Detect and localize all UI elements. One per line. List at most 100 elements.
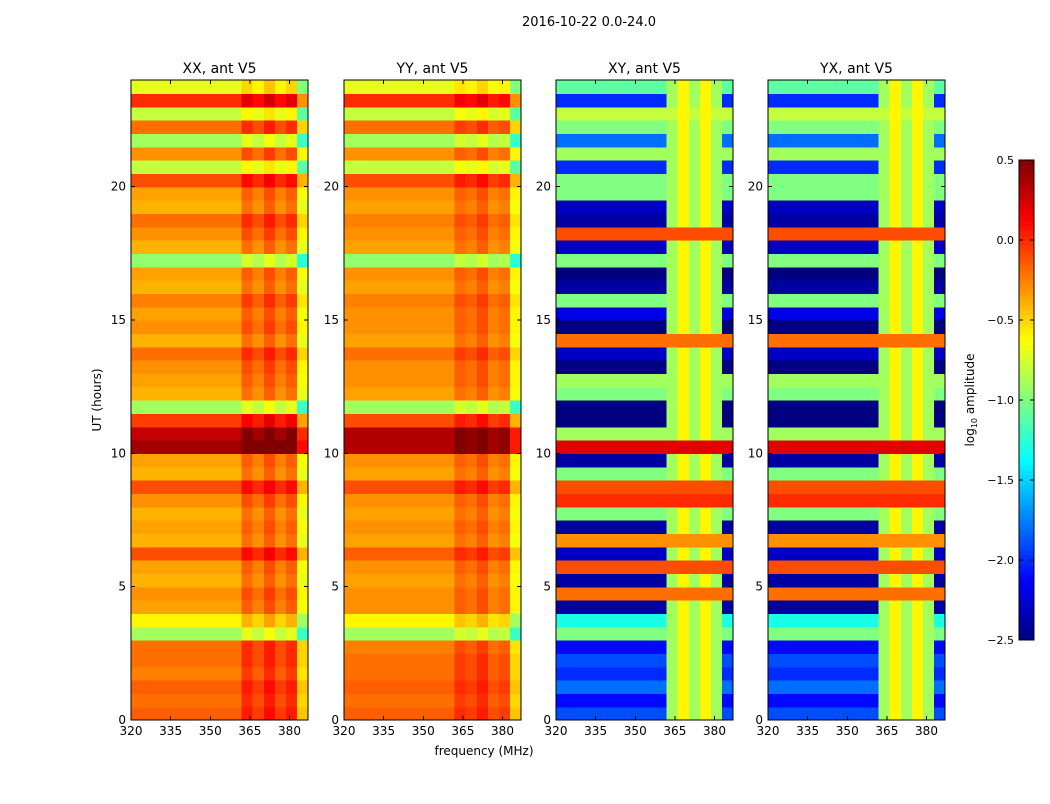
heatmap-cell	[432, 346, 445, 361]
heatmap-cell	[779, 240, 791, 254]
heatmap-cell	[465, 106, 478, 121]
heatmap-cell	[355, 653, 367, 668]
heatmap-cell	[867, 520, 880, 534]
heatmap-cell	[889, 440, 902, 454]
heatmap-cell	[655, 693, 668, 708]
heatmap-cell	[208, 600, 221, 614]
heatmap-cell	[443, 80, 456, 94]
heatmap-cell	[644, 106, 657, 121]
heatmap-cell	[710, 280, 723, 294]
heatmap-cell	[186, 146, 198, 161]
heatmap-cell	[644, 333, 657, 348]
heatmap-cell	[933, 426, 946, 441]
heatmap-cell	[355, 160, 367, 174]
heatmap-cell	[197, 93, 210, 108]
heatmap-cell	[666, 106, 679, 121]
heatmap-cell	[556, 480, 568, 494]
heatmap-cell	[274, 600, 287, 614]
heatmap-cell	[410, 253, 423, 268]
heatmap-cell	[834, 346, 847, 361]
heatmap-cell	[721, 440, 734, 454]
heatmap-cell	[142, 373, 154, 388]
heatmap-cell	[263, 133, 276, 148]
heatmap-cell	[399, 573, 411, 588]
heatmap-cell	[834, 120, 847, 134]
heatmap-cell	[208, 320, 221, 334]
heatmap-cell	[142, 466, 154, 481]
heatmap-cell	[454, 373, 467, 388]
heatmap-cell	[344, 400, 356, 414]
heatmap-cell	[856, 213, 869, 228]
heatmap-cell	[230, 80, 243, 94]
heatmap-cell	[366, 200, 378, 214]
heatmap-cell	[911, 666, 924, 681]
heatmap-cell	[856, 346, 869, 361]
heatmap-cell	[622, 573, 635, 588]
heatmap-cell	[241, 453, 254, 468]
heatmap-cell	[131, 280, 143, 294]
heatmap-cell	[377, 480, 389, 494]
heatmap-cell	[465, 120, 478, 134]
heatmap-cell	[622, 493, 635, 508]
heatmap-cell	[699, 426, 712, 441]
heatmap-cell	[355, 506, 367, 521]
heatmap-cell	[567, 373, 579, 388]
heatmap-cell	[699, 306, 712, 321]
colorbar-segment	[1019, 455, 1034, 461]
heatmap-cell	[556, 520, 568, 534]
heatmap-cell	[230, 493, 243, 508]
heatmap-cell	[889, 373, 902, 388]
heatmap-cell	[274, 240, 287, 254]
heatmap-cell	[721, 360, 734, 374]
heatmap-cell	[677, 293, 690, 308]
heatmap-cell	[131, 106, 143, 121]
heatmap-cell	[454, 360, 467, 374]
heatmap-cell	[421, 693, 434, 708]
heatmap-cell	[388, 253, 400, 268]
heatmap-cell	[377, 186, 389, 201]
heatmap-cell	[878, 266, 891, 281]
heatmap-cell	[443, 120, 456, 134]
heatmap-cell	[768, 386, 780, 401]
heatmap-cell	[219, 133, 232, 148]
heatmap-cell	[655, 133, 668, 148]
heatmap-cell	[710, 320, 723, 334]
heatmap-cell	[131, 360, 143, 374]
heatmap-cell	[845, 666, 858, 681]
heatmap-cell	[823, 506, 835, 521]
heatmap-cell	[589, 200, 601, 214]
heatmap-cell	[834, 240, 847, 254]
heatmap-cell	[454, 520, 467, 534]
heatmap-cell	[465, 226, 478, 241]
heatmap-cell	[509, 373, 522, 388]
heatmap-cell	[823, 653, 835, 668]
heatmap-cell	[633, 413, 646, 428]
colorbar-segment	[1019, 200, 1034, 206]
heatmap-cell	[186, 93, 198, 108]
heatmap-cell	[666, 680, 679, 694]
heatmap-cell	[296, 146, 309, 161]
heatmap-cell	[878, 626, 891, 641]
heatmap-cell	[834, 426, 847, 441]
heatmap-cell	[790, 373, 802, 388]
heatmap-cell	[355, 666, 367, 681]
heatmap-cell	[241, 586, 254, 601]
heatmap-cell	[878, 693, 891, 708]
heatmap-cell	[509, 266, 522, 281]
heatmap-cell	[911, 613, 924, 628]
heatmap-cell	[421, 533, 434, 548]
heatmap-cell	[241, 213, 254, 228]
heatmap-cell	[465, 280, 478, 294]
heatmap-cell	[878, 413, 891, 428]
heatmap-cell	[812, 680, 824, 694]
heatmap-cell	[296, 360, 309, 374]
heatmap-cell	[677, 466, 690, 481]
heatmap-cell	[600, 106, 612, 121]
heatmap-cell	[688, 253, 701, 268]
heatmap-cell	[889, 560, 902, 574]
heatmap-cell	[175, 80, 187, 94]
heatmap-cell	[142, 600, 154, 614]
heatmap-cell	[933, 506, 946, 521]
heatmap-cell	[666, 173, 679, 188]
heatmap-cell	[175, 426, 187, 441]
